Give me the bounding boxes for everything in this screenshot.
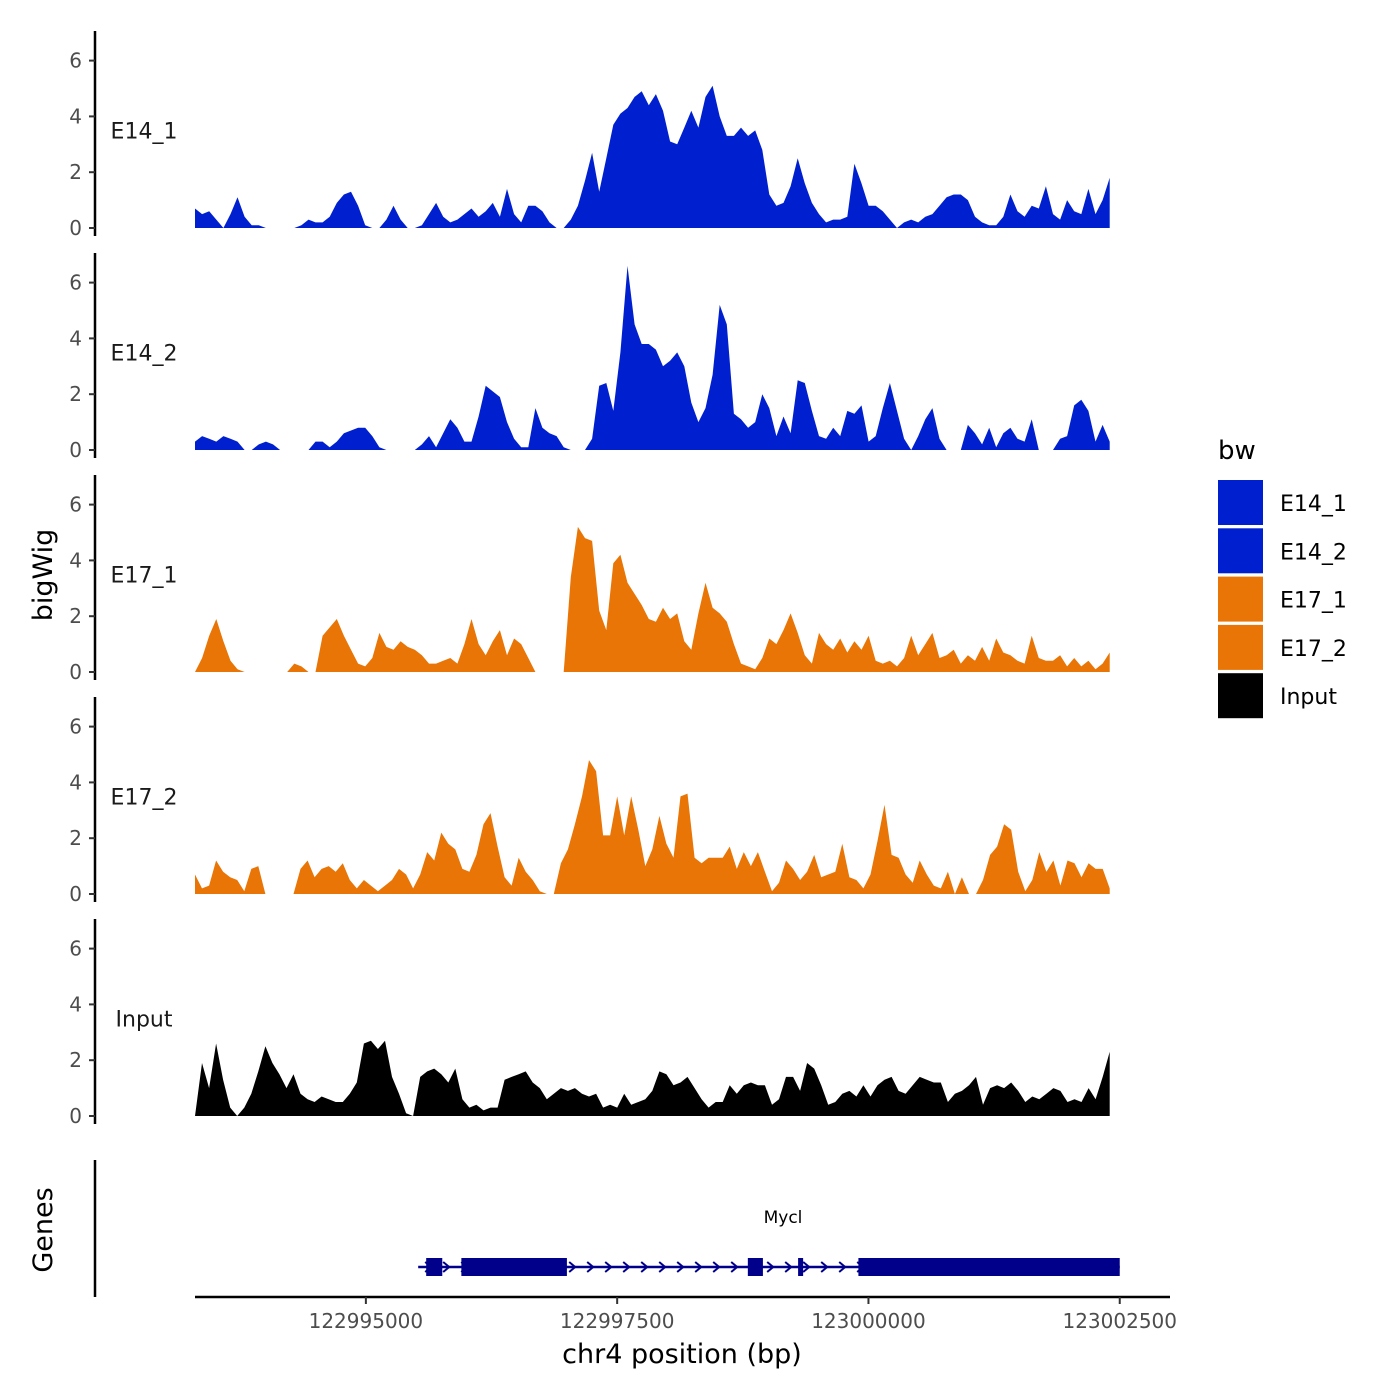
legend-swatch-e14_1 [1218,480,1263,525]
legend: bw E14_1 E14_2 E17_1 E17_2 Input [1218,436,1347,719]
gene-label-mycl: Mycl [764,1208,803,1228]
x-tick-label: 122997500 [560,1309,675,1333]
y-axis-title: bigWig [28,529,59,622]
track-label-e17_2: E17_2 [111,786,178,811]
x-tick-label: 123000000 [811,1309,926,1333]
y-tick-label: 6 [69,271,82,295]
y-tick-label: 2 [69,604,82,628]
x-tick-label: 123002500 [1062,1309,1177,1333]
gene-exon [461,1258,567,1276]
legend-title: bw [1218,436,1256,466]
y-tick-label: 4 [69,992,82,1016]
y-tick-label: 4 [69,104,82,128]
track-e14_1: 0 2 4 6 E14_1 [69,31,1110,240]
area-e17_2 [195,760,1110,894]
y-tick-label: 0 [69,438,82,462]
legend-swatch-e17_2 [1218,624,1263,670]
legend-label-e17_2: E17_2 [1280,637,1347,662]
bigwig-tracks: 0 2 4 6 E14_1 0 2 4 6 E14_2 0 2 4 6 E17_1 0 2 4 6 E17_2 0 2 4 6… [69,31,1110,1128]
genes-track: Genes Mycl [28,1160,1120,1297]
track-label-e14_1: E14_1 [111,120,178,145]
legend-label-e14_1: E14_1 [1280,492,1347,517]
genes-axis-title: Genes [28,1187,59,1272]
y-tick-label: 0 [69,216,82,240]
gene-exon [747,1258,763,1276]
legend-label-e14_2: E14_2 [1280,540,1347,565]
y-tick-label: 2 [69,1048,82,1072]
legend-label-input: Input [1280,685,1337,710]
y-tick-label: 4 [69,770,82,794]
y-tick-label: 6 [69,49,82,73]
x-tick-label: 122995000 [309,1309,424,1333]
area-input [195,1040,1110,1116]
y-tick-label: 6 [69,715,82,739]
legend-swatch-e14_2 [1218,528,1263,574]
track-label-input: Input [116,1008,173,1033]
y-tick-label: 2 [69,826,82,850]
gene-exon [426,1258,443,1276]
legend-swatch-input [1218,673,1263,719]
y-tick-label: 0 [69,660,82,684]
x-axis-title: chr4 position (bp) [562,1339,802,1370]
track-label-e17_1: E17_1 [111,564,178,589]
legend-label-e17_1: E17_1 [1280,589,1347,614]
y-tick-label: 6 [69,493,82,517]
track-e14_2: 0 2 4 6 E14_2 [69,253,1110,462]
area-e14_1 [195,85,1110,228]
x-axis: 122995000 122997500 123000000 123002500 [195,1295,1177,1333]
area-e17_1 [195,526,1110,672]
legend-swatch-e17_1 [1218,576,1263,622]
y-tick-label: 2 [69,382,82,406]
track-e17_1: 0 2 4 6 E17_1 [69,475,1110,684]
track-label-e14_2: E14_2 [111,342,178,367]
y-tick-label: 4 [69,548,82,572]
track-input: 0 2 4 6 Input [69,919,1110,1128]
y-tick-label: 6 [69,937,82,961]
y-tick-label: 0 [69,882,82,906]
y-tick-label: 2 [69,160,82,184]
gene-exon [858,1258,1120,1276]
y-tick-label: 0 [69,1104,82,1128]
area-e14_2 [195,265,1110,450]
gene-exon [798,1258,804,1276]
y-tick-label: 4 [69,326,82,350]
track-e17_2: 0 2 4 6 E17_2 [69,697,1110,906]
